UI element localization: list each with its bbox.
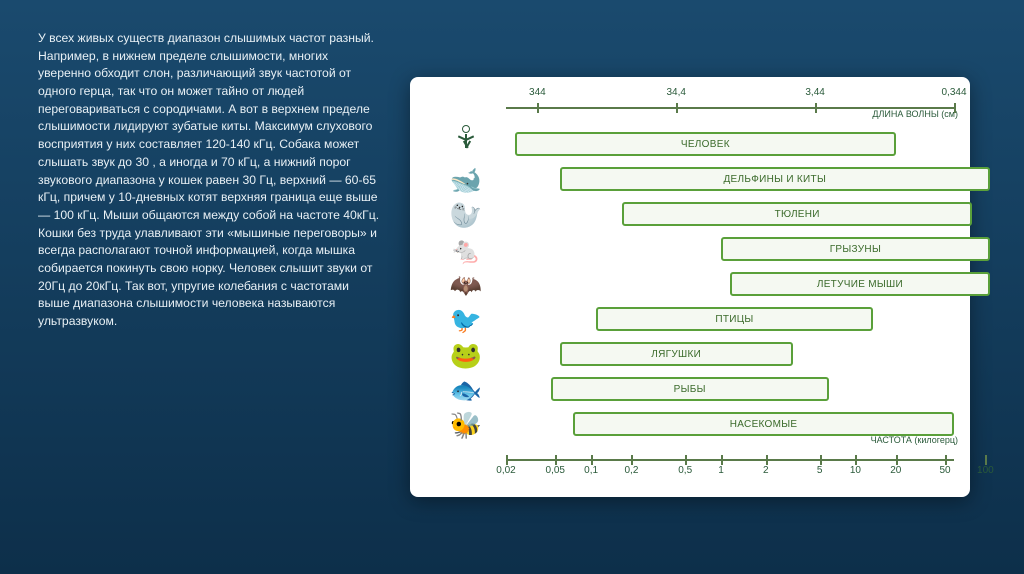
axis-tick xyxy=(506,455,508,465)
bar-track: ЛЯГУШКИ xyxy=(506,342,954,368)
chart-row: 🐸 ЛЯГУШКИ xyxy=(426,339,954,371)
axis-tick-label: 0,1 xyxy=(584,465,598,476)
axis-line-bottom xyxy=(506,459,954,461)
axis-tick xyxy=(676,103,678,113)
bird-icon: 🐦 xyxy=(426,307,506,333)
chart-rows: ЧЕЛОВЕК🐋ДЕЛЬФИНЫ И КИТЫ🦭ТЮЛЕНИ🐁ГРЫЗУНЫ🦇Л… xyxy=(426,129,954,441)
bat-icon: 🦇 xyxy=(426,272,506,298)
range-bar: ТЮЛЕНИ xyxy=(622,202,971,226)
axis-tick xyxy=(820,455,822,465)
axis-tick-label: 0,344 xyxy=(941,87,966,98)
seal-icon: 🦭 xyxy=(426,202,506,228)
axis-tick xyxy=(766,455,768,465)
range-bar: ПТИЦЫ xyxy=(596,307,874,331)
whale-icon: 🐋 xyxy=(426,167,506,193)
chart-row: 🐋ДЕЛЬФИНЫ И КИТЫ xyxy=(426,164,954,196)
bar-track: РЫБЫ xyxy=(506,377,954,403)
axis-tick-label: 2 xyxy=(763,465,769,476)
axis-tick-label: 5 xyxy=(817,465,823,476)
hearing-range-chart: ДЛИНА ВОЛНЫ (см) 344 34,4 3,44 0,344 ЧЕЛОВЕ… xyxy=(410,77,970,497)
axis-title-wavelength: ДЛИНА ВОЛНЫ (см) xyxy=(872,109,958,119)
axis-tick-label: 3,44 xyxy=(805,87,824,98)
range-bar: ЧЕЛОВЕК xyxy=(515,132,896,156)
chart-row: 🦭ТЮЛЕНИ xyxy=(426,199,954,231)
chart-row: 🐁ГРЫЗУНЫ xyxy=(426,234,954,266)
axis-tick-label: 34,4 xyxy=(667,87,686,98)
axis-tick-label: 100 xyxy=(977,465,994,476)
range-bar: ГРЫЗУНЫ xyxy=(721,237,990,261)
axis-title-frequency: ЧАСТОТА (килогерц) xyxy=(871,435,958,445)
axis-tick xyxy=(815,103,817,113)
bar-track: ГРЫЗУНЫ xyxy=(506,237,954,263)
axis-tick xyxy=(591,455,593,465)
range-bar: НАСЕКОМЫЕ xyxy=(573,412,954,436)
axis-tick xyxy=(537,103,539,113)
chart-row: 🦇ЛЕТУЧИЕ МЫШИ xyxy=(426,269,954,301)
range-bar: ЛЯГУШКИ xyxy=(560,342,793,366)
axis-tick xyxy=(685,455,687,465)
axis-tick xyxy=(855,455,857,465)
axis-tick xyxy=(954,103,956,113)
axis-tick xyxy=(721,455,723,465)
bar-track: ЛЕТУЧИЕ МЫШИ xyxy=(506,272,954,298)
chart-row: 🐟 РЫБЫ xyxy=(426,374,954,406)
axis-tick-label: 50 xyxy=(939,465,950,476)
insect-icon: 🐝 xyxy=(426,412,506,438)
range-bar: ДЕЛЬФИНЫ И КИТЫ xyxy=(560,167,990,191)
bar-track: ПТИЦЫ xyxy=(506,307,954,333)
bar-track: ЧЕЛОВЕК xyxy=(506,132,954,158)
chart-column: ДЛИНА ВОЛНЫ (см) 344 34,4 3,44 0,344 ЧЕЛОВЕ… xyxy=(400,0,1024,574)
axis-tick-label: 0,02 xyxy=(496,465,515,476)
axis-tick-label: 0,2 xyxy=(624,465,638,476)
description-text: У всех живых существ диапазон слышимых ч… xyxy=(0,0,400,574)
axis-tick-label: 10 xyxy=(850,465,861,476)
axis-tick xyxy=(896,455,898,465)
axis-tick xyxy=(555,455,557,465)
fish-icon: 🐟 xyxy=(426,377,506,403)
axis-tick xyxy=(631,455,633,465)
human-icon xyxy=(426,125,506,165)
range-bar: РЫБЫ xyxy=(551,377,829,401)
chart-row: ЧЕЛОВЕК xyxy=(426,129,954,161)
bottom-axis: ЧАСТОТА (килогерц) 0,020,050,10,20,51251… xyxy=(506,449,954,477)
bar-track: ТЮЛЕНИ xyxy=(506,202,954,228)
chart-row: 🐦 ПТИЦЫ xyxy=(426,304,954,336)
axis-tick-label: 0,5 xyxy=(678,465,692,476)
axis-tick xyxy=(945,455,947,465)
axis-tick-label: 20 xyxy=(890,465,901,476)
range-bar: ЛЕТУЧИЕ МЫШИ xyxy=(730,272,990,296)
top-axis: ДЛИНА ВОЛНЫ (см) 34434,43,440,344 xyxy=(506,89,954,117)
paragraph: У всех живых существ диапазон слышимых ч… xyxy=(38,30,382,331)
rodent-icon: 🐁 xyxy=(426,237,506,263)
axis-tick xyxy=(985,455,987,465)
axis-tick-label: 344 xyxy=(529,87,546,98)
axis-tick-label: 0,05 xyxy=(546,465,565,476)
bar-track: ДЕЛЬФИНЫ И КИТЫ xyxy=(506,167,954,193)
axis-tick-label: 1 xyxy=(718,465,724,476)
frog-icon: 🐸 xyxy=(426,342,506,368)
